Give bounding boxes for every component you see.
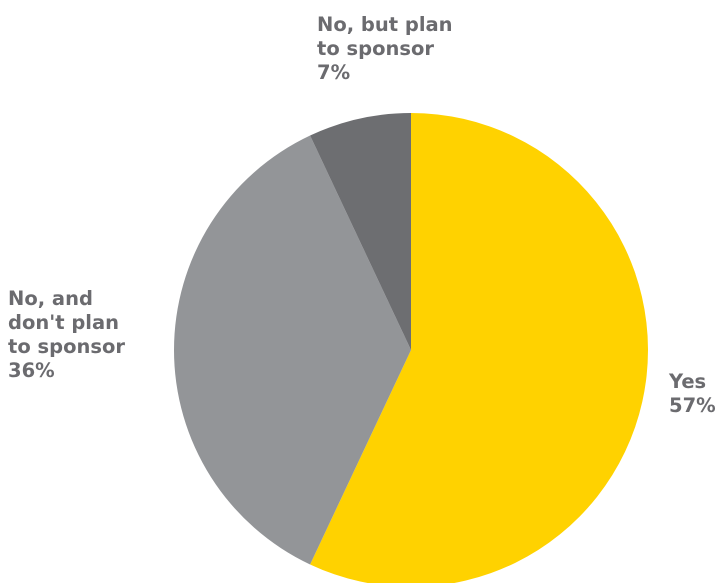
pie-slices: [174, 113, 648, 583]
slice-value-label: 36%: [8, 359, 55, 382]
slice-value-label: 7%: [317, 61, 351, 84]
slice-label-line: Yes: [669, 370, 707, 393]
slice-label-line: don't plan: [8, 311, 120, 334]
slice-label-line: to sponsor: [317, 37, 434, 60]
pie-slice-yes: [310, 113, 648, 583]
slice-label-line: to sponsor: [8, 335, 125, 358]
slice-label-no-dont-plan: No, and don't plan to sponsor 36%: [8, 287, 125, 383]
slice-label-line: No, but plan: [317, 13, 453, 36]
slice-value-label: 57%: [669, 394, 716, 417]
slice-label-no-but-plan: No, but plan to sponsor 7%: [317, 13, 453, 85]
pie-slice-no-but-plan: [310, 113, 411, 350]
slice-label-line: No, and: [8, 287, 93, 310]
slice-label-yes: Yes 57%: [669, 370, 716, 418]
pie-slice-no-dont-plan: [174, 135, 411, 565]
